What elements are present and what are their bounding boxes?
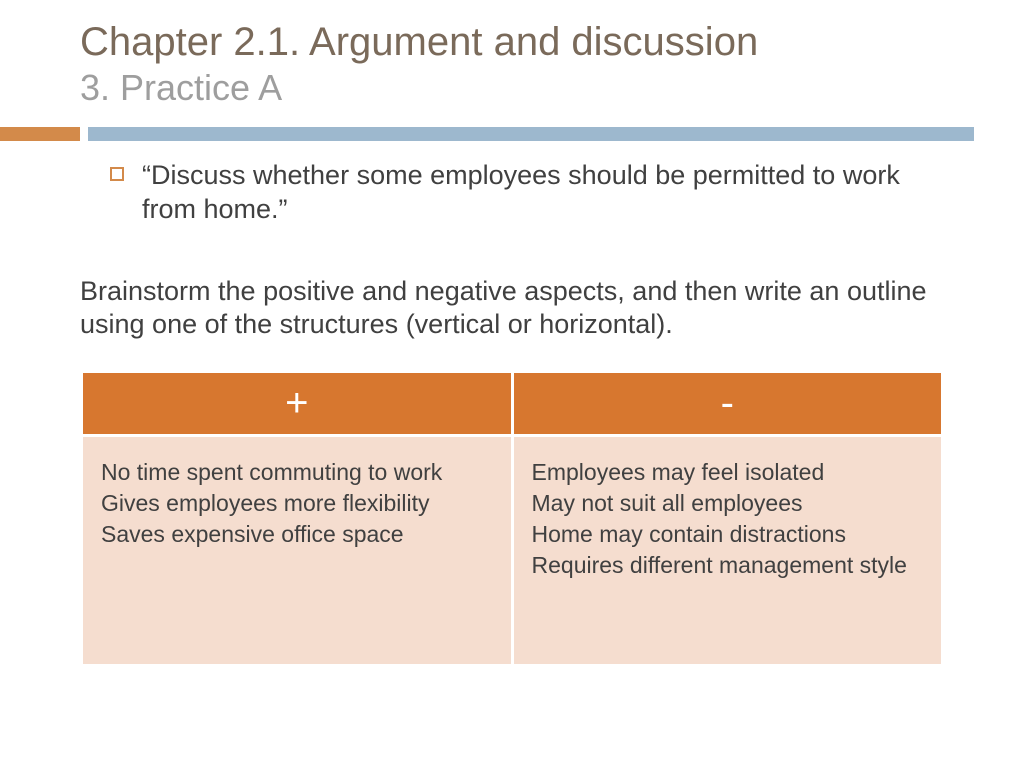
negatives-cell: Employees may feel isolated May not suit… [512,436,943,666]
content-area: “Discuss whether some employees should b… [0,141,1024,667]
positive-item: Saves expensive office space [101,519,493,550]
divider-gap [80,127,88,141]
negative-item: Employees may feel isolated [532,457,924,488]
prompt-row: “Discuss whether some employees should b… [110,159,944,227]
table-row: No time spent commuting to work Gives em… [82,436,943,666]
instruction-text: Brainstorm the positive and negative asp… [80,275,944,343]
negative-item: Requires different management style [532,550,924,581]
slide: Chapter 2.1. Argument and discussion 3. … [0,0,1024,768]
prompt-text: “Discuss whether some employees should b… [142,159,944,227]
title-block: Chapter 2.1. Argument and discussion 3. … [0,0,1024,127]
divider-bar [0,127,1024,141]
header-negative: - [512,372,943,436]
table-header-row: + - [82,372,943,436]
divider-accent-left [0,127,80,141]
header-positive: + [82,372,513,436]
square-bullet-icon [110,167,124,181]
positive-item: No time spent commuting to work [101,457,493,488]
negative-item: May not suit all employees [532,488,924,519]
slide-subtitle: 3. Practice A [80,66,1024,109]
pros-cons-table: + - No time spent commuting to work Give… [80,370,944,667]
negative-item: Home may contain distractions [532,519,924,550]
positives-cell: No time spent commuting to work Gives em… [82,436,513,666]
divider-accent-right [88,127,974,141]
slide-title: Chapter 2.1. Argument and discussion [80,20,1024,64]
positive-item: Gives employees more flexibility [101,488,493,519]
